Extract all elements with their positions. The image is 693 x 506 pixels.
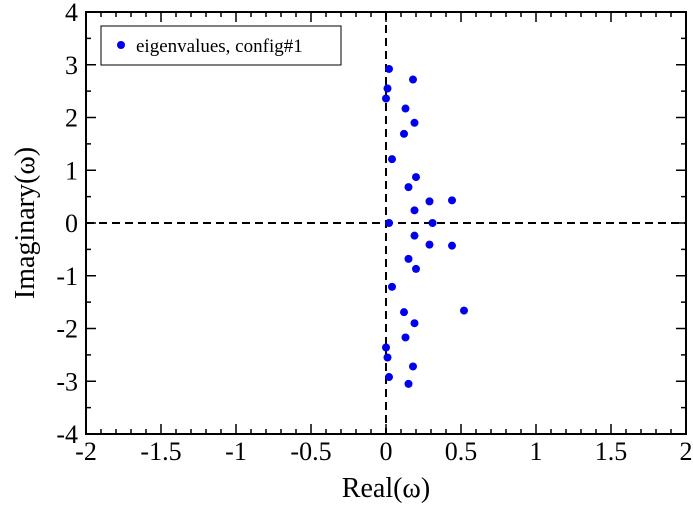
y-tick-label: 3 [65,51,78,80]
eigenvalue-point [382,343,390,352]
eigenvalue-point [448,241,456,250]
eigenvalue-point [412,264,420,273]
data-points [382,64,468,388]
eigenvalue-point [404,379,413,388]
eigenvalue-point [383,84,392,93]
eigenvalue-point [388,282,396,291]
x-tick-label: -1.5 [140,437,181,466]
eigenvalue-point [410,319,419,328]
eigenvalue-point [448,196,456,205]
y-tick-label: 1 [65,156,78,185]
y-tick-label: 0 [65,209,78,238]
eigenvalue-point [404,183,413,192]
eigenvalue-point [409,362,417,371]
eigenvalue-point [385,219,393,227]
legend: eigenvalues, config#1 [100,25,342,66]
eigenvalue-point [401,104,410,113]
legend-label: eigenvalues, config#1 [136,36,303,57]
y-tick-label: 2 [65,104,78,133]
y-tick-label: 4 [65,0,78,27]
x-tick-label: 0 [380,437,393,466]
x-tick-label: 2 [680,437,693,466]
x-axis-title: Real(ω) [342,473,430,504]
eigenvalue-point [410,206,419,215]
eigenvalue-point [400,129,408,138]
x-tick-label: -0.5 [290,437,331,466]
eigenvalue-point [388,155,396,164]
eigenvalue-point [460,306,468,315]
x-tick-labels: -2 -1.5 -1 -0.5 0 0.5 1 1.5 2 [75,437,692,466]
eigenvalue-point [410,231,419,240]
eigenvalue-point [410,118,419,127]
eigenvalue-point [428,219,437,227]
eigenvalue-point [412,173,420,182]
y-tick-label: -3 [56,367,78,396]
x-tick-label: 1 [530,437,543,466]
eigenvalue-point [383,353,392,362]
eigenvalue-point [385,373,393,382]
legend-box [100,25,342,66]
legend-marker [117,41,125,49]
eigenvalue-point [401,333,410,342]
eigenvalue-point [404,254,413,263]
y-axis-title: Imaginary(ω) [10,147,41,299]
y-tick-label: -4 [56,420,78,449]
eigenvalue-point [425,197,434,206]
x-tick-label: -1 [225,437,247,466]
eigenvalue-point [400,308,408,317]
x-tick-label: 1.5 [595,437,628,466]
eigenvalue-point [425,240,434,249]
eigenvalue-point [382,94,390,103]
eigenvalue-point [409,75,417,84]
axis-ticks [85,11,687,435]
y-tick-label: -2 [56,315,78,344]
eigenvalue-point [385,64,393,73]
y-tick-label: -1 [56,262,78,291]
y-tick-labels: -4 -3 -2 -1 0 1 2 3 4 [56,0,78,449]
x-tick-label: 0.5 [445,437,478,466]
x-tick-label: -2 [75,437,97,466]
